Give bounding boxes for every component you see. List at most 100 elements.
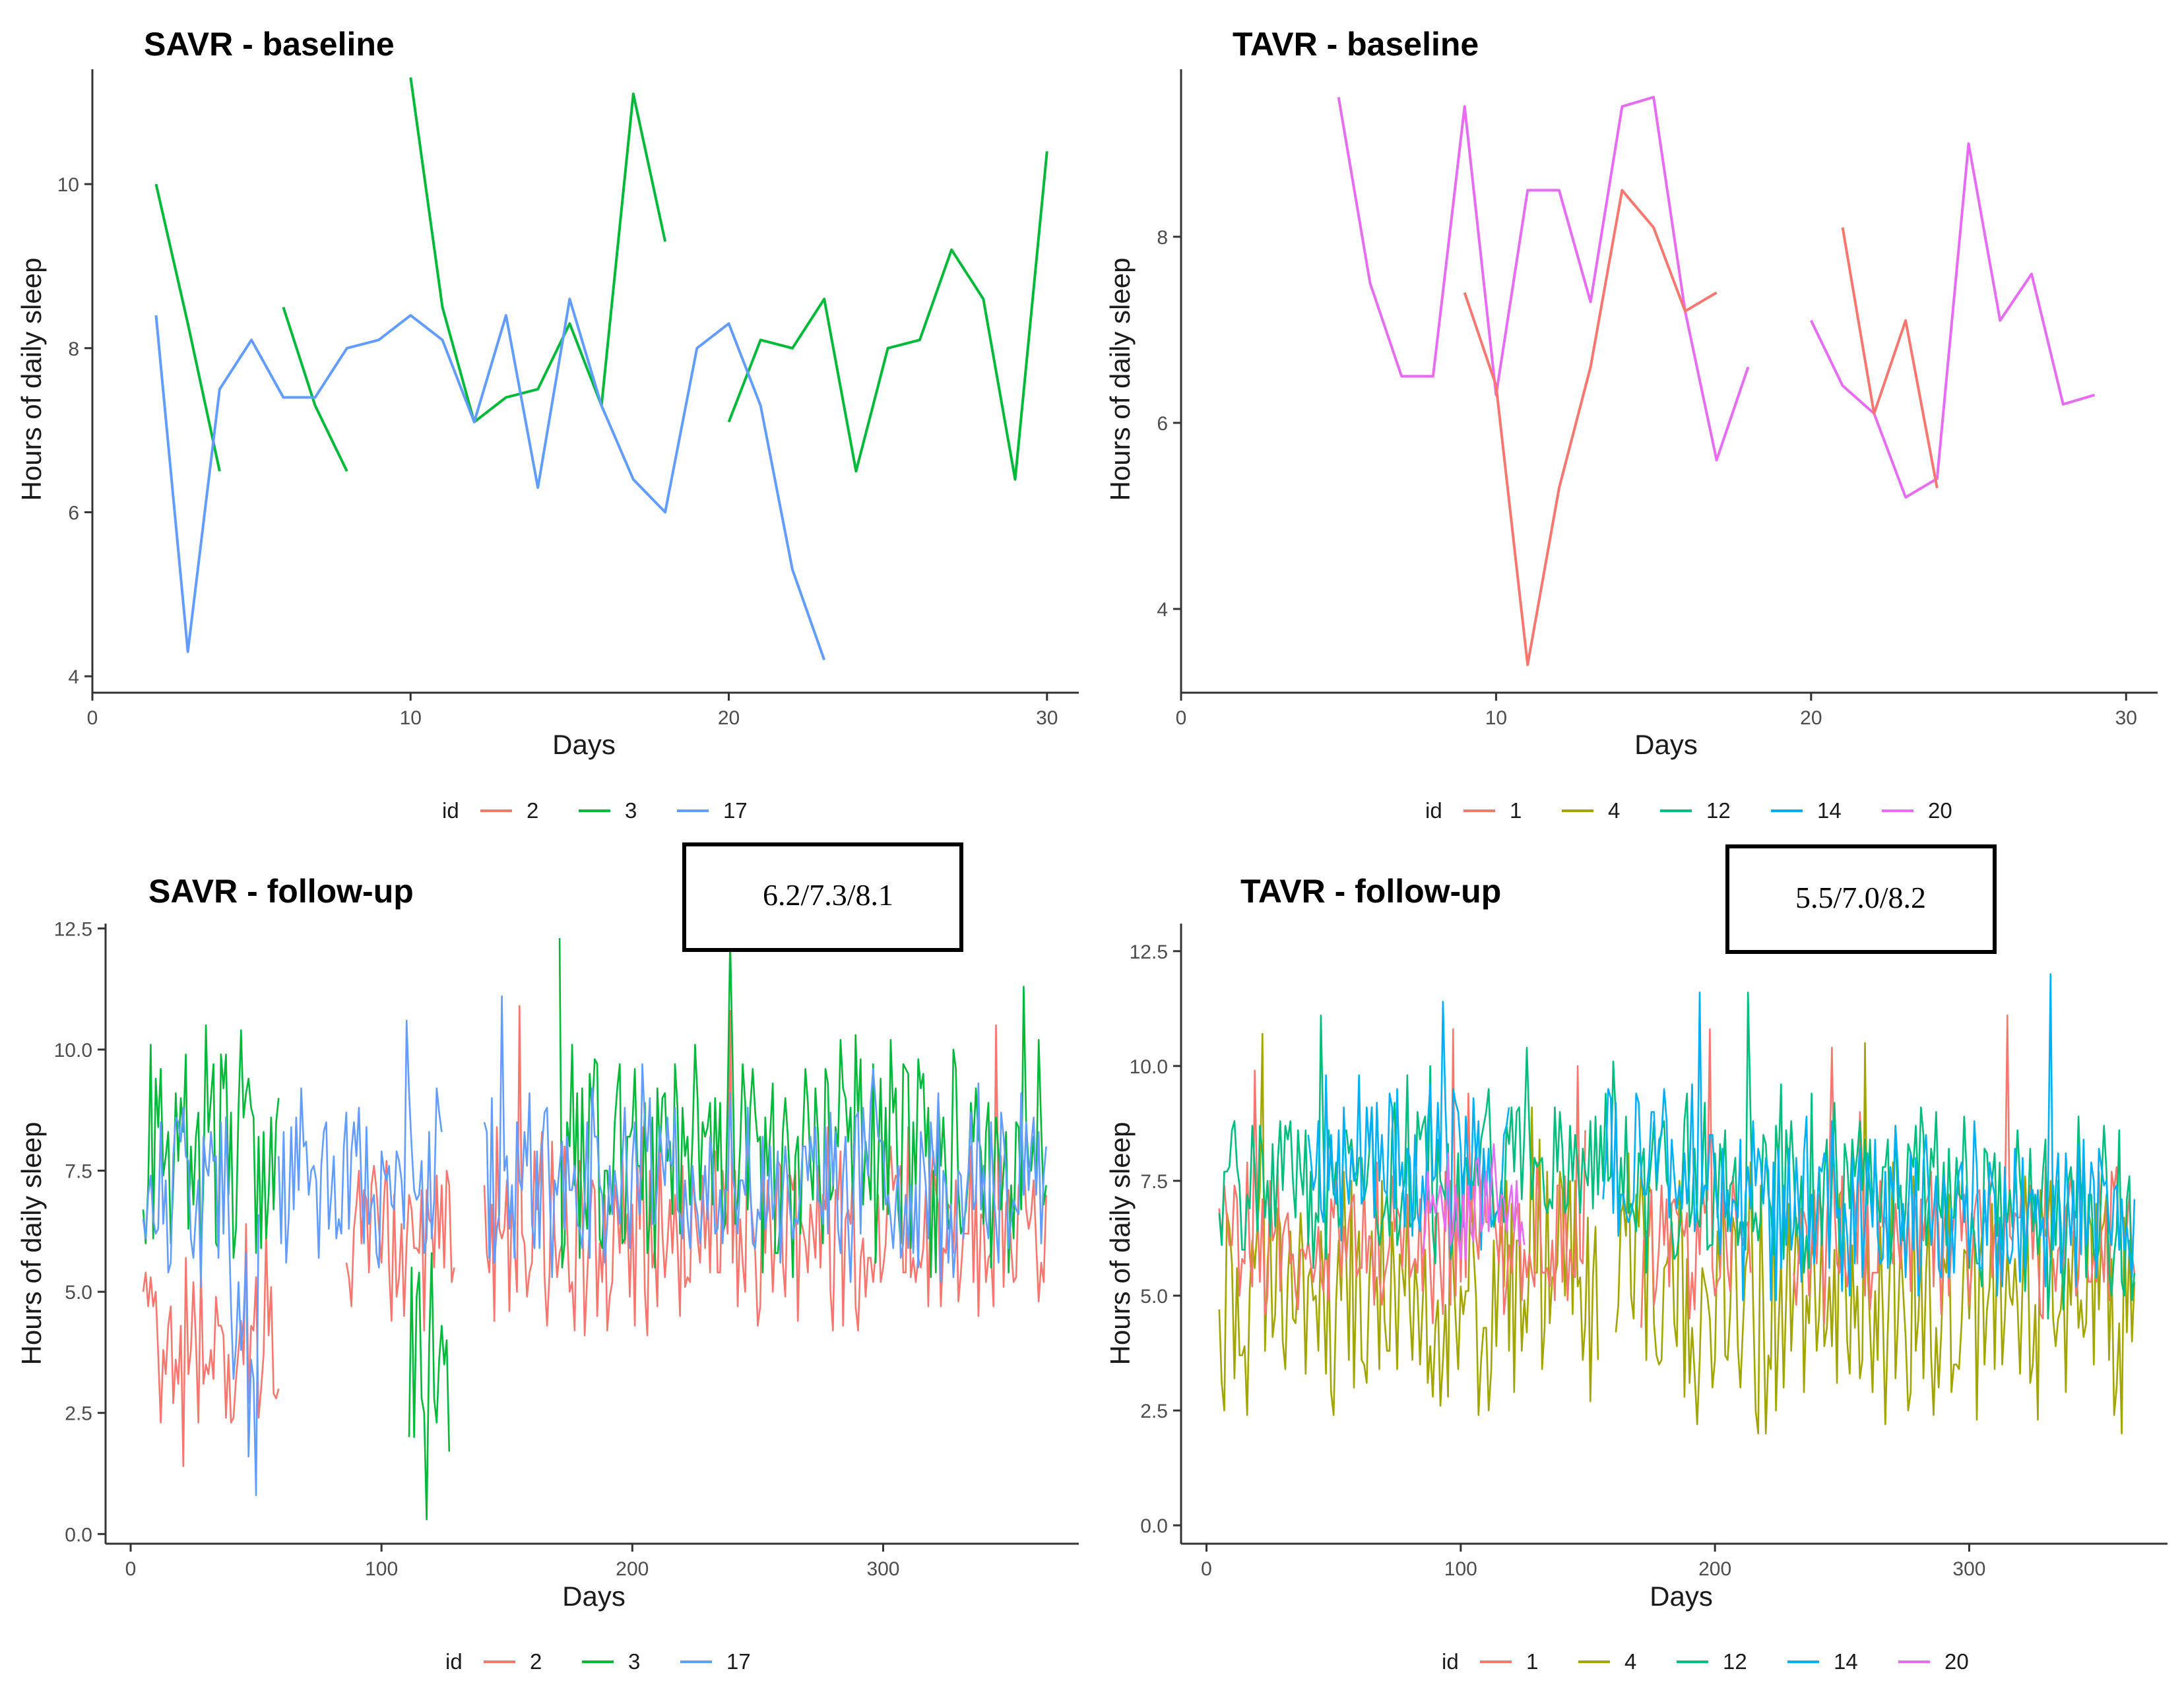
series-line-id-20 [1421, 1143, 1526, 1260]
x-tick-label: 0 [125, 1558, 137, 1580]
y-tick-label: 4 [1157, 599, 1168, 621]
y-tick-label: 2.5 [65, 1403, 92, 1425]
legend-label-id-2: 2 [530, 1649, 542, 1674]
x-tick-label: 300 [866, 1558, 899, 1580]
legend: id 1 4 12 14 20 [1442, 1649, 1969, 1674]
series-line-id-20 [1809, 142, 2096, 499]
panel-tavr-follow-up: TAVR - follow-up Days Hours of daily sle… [1105, 873, 2168, 1674]
y-tick-label: 2.5 [1140, 1401, 1168, 1422]
series-line-id-3 [727, 151, 1048, 481]
legend: id 2 3 17 [445, 1649, 751, 1674]
x-tick-label: 0 [1201, 1558, 1212, 1580]
panel-savr-follow-up: SAVR - follow-up Days Hours of daily sle… [16, 873, 1079, 1674]
series-line-id-14 [1307, 1001, 1510, 1251]
series-line-id-1 [1463, 189, 1718, 666]
x-axis-title: Days [562, 1581, 626, 1612]
x-tick-label: 20 [1800, 707, 1822, 729]
y-axis-title: Hours of daily sleep [1105, 258, 1136, 501]
legend-label-id-12: 12 [1706, 798, 1731, 823]
y-tick-label: 0.0 [65, 1524, 92, 1546]
annotation-box-tavr: 5.5/7.0/8.2 [1725, 844, 1997, 954]
legend-label-id-20: 20 [1928, 798, 1952, 823]
legend-title: id [1442, 1649, 1459, 1674]
annotation-text: 6.2/7.3/8.1 [763, 878, 893, 912]
series-line-id-17 [278, 1019, 443, 1269]
series-line-id-1 [1640, 1028, 1752, 1328]
series-line-id-3 [154, 183, 221, 472]
legend-label-id-1: 1 [1526, 1649, 1538, 1674]
series-line-id-17 [483, 995, 1047, 1283]
series-line-id-3 [282, 306, 348, 472]
plot-area [1218, 973, 2136, 1435]
x-tick-label: 30 [1036, 707, 1058, 729]
x-tick-label: 30 [2115, 707, 2137, 729]
panel-title: SAVR - baseline [144, 26, 395, 63]
legend-title: id [1425, 798, 1442, 823]
y-tick-label: 10.0 [1130, 1056, 1168, 1078]
y-tick-label: 8 [68, 338, 79, 360]
y-tick-label: 12.5 [54, 918, 92, 940]
legend-label-id-20: 20 [1944, 1649, 1969, 1674]
y-tick-label: 7.5 [65, 1161, 92, 1183]
legend-title: id [442, 798, 459, 823]
plot-area [142, 937, 1047, 1521]
legend-label-id-2: 2 [527, 798, 538, 823]
y-tick-label: 10.0 [54, 1040, 92, 1061]
y-tick-label: 5.0 [1140, 1286, 1168, 1308]
x-tick-label: 20 [718, 707, 740, 729]
legend-label-id-3: 3 [625, 798, 637, 823]
x-axis-title: Days [552, 729, 616, 760]
x-tick-label: 300 [1952, 1558, 1985, 1580]
legend-label-id-17: 17 [723, 798, 748, 823]
series-line-id-1 [1218, 1028, 1586, 1325]
series-line-id-2 [142, 1223, 280, 1467]
x-tick-label: 10 [400, 707, 422, 729]
legend: id 2 3 17 [442, 798, 748, 823]
legend-label-id-3: 3 [628, 1649, 640, 1674]
y-tick-label: 4 [68, 666, 79, 688]
series-line-id-20 [1337, 96, 1750, 462]
panel-title: SAVR - follow-up [148, 873, 414, 910]
series-line-id-3 [409, 77, 667, 424]
series-line-id-2 [345, 1160, 455, 1332]
y-axis-title: Hours of daily sleep [16, 1122, 47, 1366]
x-tick-label: 100 [1444, 1558, 1477, 1580]
legend-label-id-17: 17 [726, 1649, 751, 1674]
legend-label-id-4: 4 [1624, 1649, 1636, 1674]
y-axis-title: Hours of daily sleep [1105, 1122, 1136, 1366]
plot-area [1337, 96, 2096, 666]
x-tick-label: 0 [1176, 707, 1187, 729]
y-tick-label: 6 [1157, 413, 1168, 435]
series-line-id-3 [408, 1252, 451, 1521]
legend-label-id-4: 4 [1608, 798, 1620, 823]
x-axis-title: Days [1634, 729, 1698, 760]
annotation-box-savr: 6.2/7.3/8.1 [682, 842, 963, 952]
y-axis-title: Hours of daily sleep [16, 258, 47, 501]
legend-label-id-1: 1 [1510, 798, 1522, 823]
y-tick-label: 5.0 [65, 1282, 92, 1304]
y-tick-label: 8 [1157, 227, 1168, 249]
y-tick-label: 0.0 [1140, 1515, 1168, 1537]
y-tick-label: 7.5 [1140, 1171, 1168, 1193]
series-line-id-17 [142, 1106, 260, 1496]
panel-tavr-baseline: TAVR - baseline Days Hours of daily slee… [1105, 26, 2158, 823]
series-line-id-17 [154, 298, 826, 660]
panel-title: TAVR - follow-up [1240, 873, 1501, 910]
panel-title: TAVR - baseline [1233, 26, 1479, 63]
y-tick-label: 10 [57, 174, 79, 196]
legend-label-id-12: 12 [1723, 1649, 1747, 1674]
legend-label-id-14: 14 [1834, 1649, 1858, 1674]
series-line-id-3 [142, 1024, 280, 1264]
series-line-id-1 [1841, 227, 1939, 489]
x-tick-label: 0 [87, 707, 98, 729]
annotation-text: 5.5/7.0/8.2 [1795, 881, 1926, 914]
x-tick-label: 200 [616, 1558, 649, 1580]
x-tick-label: 200 [1698, 1558, 1731, 1580]
legend: id 1 4 12 14 20 [1425, 798, 1952, 823]
panel-savr-baseline: SAVR - baseline Days Hours of daily slee… [16, 26, 1079, 823]
y-tick-label: 6 [68, 502, 79, 524]
x-tick-label: 10 [1485, 707, 1507, 729]
x-axis-title: Days [1650, 1581, 1713, 1612]
legend-label-id-14: 14 [1817, 798, 1842, 823]
